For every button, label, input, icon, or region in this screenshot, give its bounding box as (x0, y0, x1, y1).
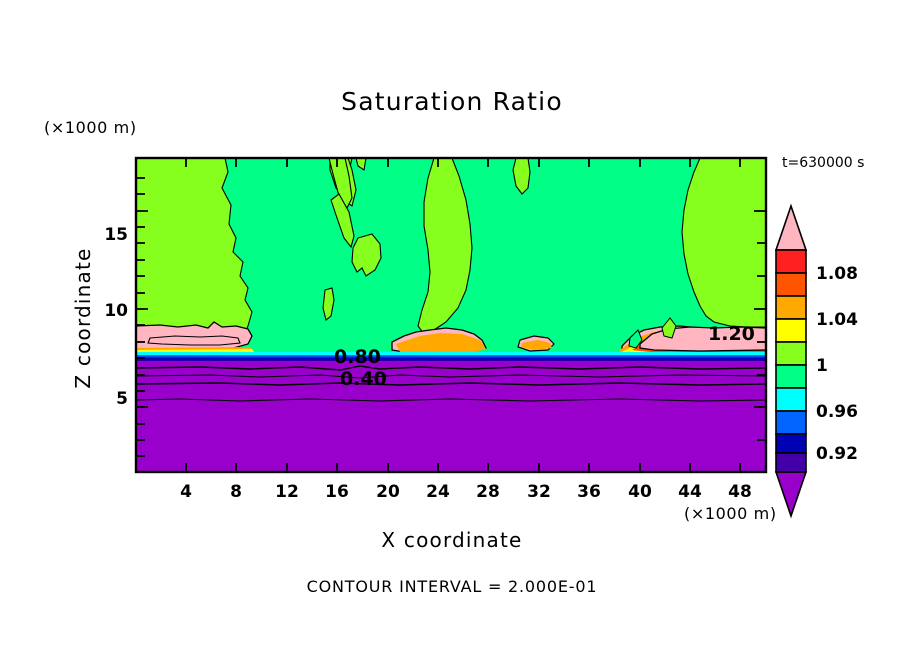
x-tick-label-10: 44 (678, 482, 702, 502)
colorbar-label-3: 0.96 (816, 402, 858, 422)
x-tick-label-8: 36 (577, 482, 601, 502)
region-dry-layer (136, 361, 766, 472)
colorbar-label-1: 1.04 (816, 310, 858, 330)
colorbar-band-7 (775, 410, 807, 435)
contour-line-0p40 (136, 382, 766, 386)
y-axis-ticks-right (754, 210, 766, 441)
x-tick-label-2: 12 (275, 482, 299, 502)
colorbar-band-4 (775, 341, 807, 366)
y-tick-label-1: 10 (104, 301, 128, 321)
colorbar-band-0 (775, 249, 807, 274)
x-axis-label: X coordinate (381, 528, 522, 552)
page-title: Saturation Ratio (341, 87, 563, 116)
x-tick-label-9: 40 (628, 482, 652, 502)
transition-cyan-line (136, 352, 766, 355)
x-axis-ticks (185, 463, 741, 472)
contour-line-aux-2 (136, 398, 766, 402)
y-axis-label: Z coordinate (71, 247, 95, 388)
colorbar-label-4: 0.92 (816, 444, 858, 464)
contour-interval-caption: CONTOUR INTERVAL = 2.000E-01 (307, 577, 598, 596)
time-annotation: t=630000 s (782, 155, 864, 171)
transition-gradient-strip (136, 353, 766, 362)
region-green-wisp-right (661, 317, 677, 339)
y-axis-units-label: (×1000 m) (44, 118, 137, 137)
y-tick-label-2: 15 (104, 225, 128, 245)
x-axis-units-label: (×1000 m) (684, 504, 777, 523)
y-tick-label-0: 5 (116, 389, 128, 409)
region-subsaturated-island (512, 158, 531, 195)
colorbar-band-2 (775, 295, 807, 320)
x-tick-label-11: 48 (728, 482, 752, 502)
x-tick-label-3: 16 (325, 482, 349, 502)
contour-label-040: 0.40 (340, 368, 387, 390)
region-subsaturated-sliver-b (355, 158, 367, 171)
colorbar-band-3 (775, 318, 807, 343)
region-subsaturated-lens (328, 158, 353, 210)
contour-inner-left (147, 335, 241, 346)
colorbar[interactable]: 1.08 1.04 1 0.96 0.92 (774, 203, 858, 519)
contour-line-0p80 (136, 365, 766, 371)
x-tick-label-4: 20 (376, 482, 400, 502)
contour-label-080: 0.80 (334, 346, 381, 368)
y-axis-ticks (136, 177, 148, 457)
region-moist-blob-a-warm (521, 340, 552, 350)
colorbar-label-0: 1.08 (816, 264, 858, 284)
colorbar-band-8 (775, 433, 807, 454)
region-green-wisp-right-2 (628, 329, 643, 349)
colorbar-band-5 (775, 364, 807, 389)
contour-label-120: 1.20 (708, 323, 755, 345)
region-subsaturated-patch (351, 233, 382, 277)
x-tick-label-5: 24 (426, 482, 450, 502)
plot-frame (134, 156, 768, 474)
x-tick-label-7: 32 (527, 482, 551, 502)
x-tick-label-0: 4 (180, 482, 192, 502)
colorbar-label-2: 1 (816, 356, 828, 376)
contour-line-aux-1 (136, 374, 766, 379)
region-moist-layer-left (136, 321, 253, 351)
x-tick-label-1: 8 (230, 482, 242, 502)
colorbar-band-6 (775, 387, 807, 412)
region-warm-rim-center (396, 333, 486, 355)
x-axis-ticks-top (185, 158, 741, 167)
colorbar-band-1 (775, 272, 807, 297)
x-tick-label-6: 28 (476, 482, 500, 502)
contour-field (136, 158, 766, 472)
region-subsaturated-drop (322, 287, 335, 321)
colorbar-band-9 (775, 452, 807, 473)
region-subsaturated-needle (330, 193, 355, 249)
